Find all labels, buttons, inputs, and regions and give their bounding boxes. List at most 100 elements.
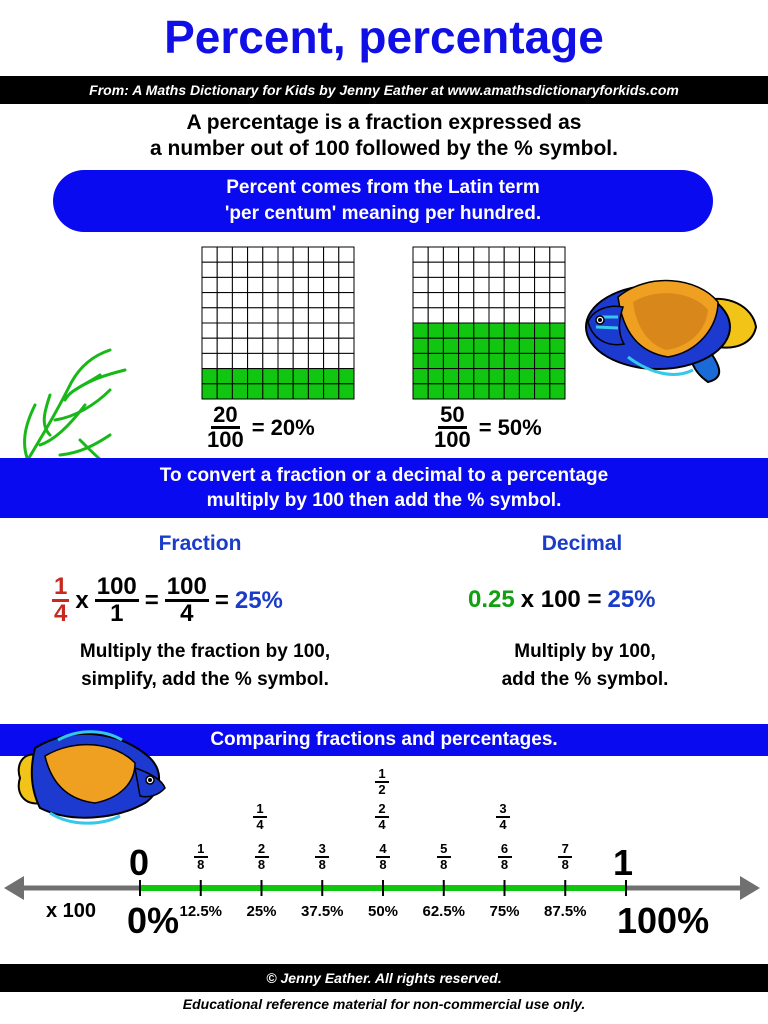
grid-cell-filled [473, 383, 490, 400]
eighth-denominator: 8 [500, 857, 509, 872]
grid-cell [549, 276, 566, 294]
grid-cell [292, 292, 309, 309]
grid-cell-filled [231, 368, 249, 385]
grid-cell [247, 261, 264, 278]
decimal-heading: Decimal [541, 532, 623, 555]
grid-cell [277, 261, 294, 278]
grid-cell [231, 322, 249, 339]
grid-cell [442, 276, 460, 294]
quarter-2-denominator: 4 [378, 817, 386, 832]
grid-cell [549, 307, 566, 324]
quarter-1-denominator: 4 [256, 817, 264, 832]
grid-cell-filled [503, 352, 520, 370]
grid-cell [338, 292, 355, 309]
convert-line-2: multiply by 100 then add the % symbol. [206, 490, 562, 511]
intro-line-2: a number out of 100 followed by the % sy… [150, 137, 618, 160]
grid-cell [216, 337, 233, 354]
grid-cell-filled [442, 383, 460, 400]
grid-cell [503, 261, 520, 278]
eighth-denominator: 8 [197, 857, 205, 872]
grid-cell [427, 276, 444, 294]
grid-cell-filled [442, 337, 460, 354]
grid-cell-filled [412, 352, 429, 370]
grid-cell [442, 292, 460, 309]
grid-cell [323, 352, 340, 370]
grid-cell [338, 246, 355, 263]
grid-cell [216, 352, 233, 370]
grid-cell [307, 261, 325, 278]
grid-cell-filled [488, 383, 505, 400]
grid-cell [503, 307, 520, 324]
grid-cell-filled [307, 368, 325, 385]
one-quarter-denominator: 4 [54, 600, 68, 627]
grid-cell [518, 246, 536, 263]
grid-cell [292, 261, 309, 278]
grid-cell [323, 261, 340, 278]
grid-cell-filled [201, 383, 218, 400]
grid-cell [262, 246, 279, 263]
grid-cell [473, 292, 490, 309]
grid-cell [427, 246, 444, 263]
one-label: 1 [613, 842, 634, 883]
grid-cell-filled [488, 322, 505, 339]
quarter-2: 2 4 [372, 802, 392, 832]
fraction-20-equation: 20 100 = 20% [205, 404, 315, 451]
grid-cell [518, 292, 536, 309]
grid-cell [534, 276, 551, 294]
grid-cell-filled [473, 352, 490, 370]
grid-cell [323, 322, 340, 339]
grid-cell-filled [247, 383, 264, 400]
grid-cell [247, 307, 264, 324]
grid-cell [262, 307, 279, 324]
grid-cell-filled [412, 383, 429, 400]
grid-cell [216, 246, 233, 263]
quarter-2-numerator: 2 [375, 802, 389, 818]
grid-cell [503, 246, 520, 263]
grid-cell [488, 261, 505, 278]
eighth-denominator: 8 [379, 857, 387, 872]
grid-cell-filled [518, 368, 536, 385]
grid-cell [277, 352, 294, 370]
fraction-hundred-over-four: 100 4 [164, 575, 209, 626]
fraction-result: 25% [234, 586, 283, 614]
grid-cell-filled [427, 322, 444, 339]
grid-cell-filled [488, 337, 505, 354]
grid-cell [277, 246, 294, 263]
source-bar: From: A Maths Dictionary for Kids by Jen… [0, 76, 768, 104]
grid-cell [247, 322, 264, 339]
grid-cell-filled [323, 383, 340, 400]
fraction-50-result: = 50% [478, 414, 542, 440]
grid-cell [307, 307, 325, 324]
grid-cell [338, 307, 355, 324]
percent-label: 75% [489, 903, 520, 920]
eighth-numerator: 7 [558, 842, 573, 858]
half-denominator: 2 [378, 782, 386, 797]
grid-cell-filled [323, 368, 340, 385]
grid-cell-filled [277, 383, 294, 400]
grid-cell-filled [534, 322, 551, 339]
one-quarter-numerator: 1 [52, 573, 70, 602]
quarter-3: 3 4 [493, 802, 513, 832]
grid-cell [338, 322, 355, 339]
grid-cell-filled [247, 368, 264, 385]
grid-cell-filled [518, 322, 536, 339]
zero-percent-label: 0% [127, 900, 180, 941]
grid-cell-filled [427, 368, 444, 385]
grid-cell-filled [412, 368, 429, 385]
grid-cell-filled [503, 368, 520, 385]
grid-cell [201, 261, 218, 278]
usage-note: Educational reference material for non-c… [182, 996, 586, 1012]
grid-cell-filled [473, 322, 490, 339]
eighth-denominator: 8 [318, 857, 326, 872]
grid-cell-filled [534, 337, 551, 354]
percent-label: 12.5% [179, 903, 223, 920]
hundred-percent-label: 100% [617, 900, 710, 941]
quarter-3-numerator: 3 [496, 802, 510, 818]
grid-cell-filled [442, 322, 460, 339]
grid-cell [488, 307, 505, 324]
grid-cell [307, 246, 325, 263]
grid-cell [247, 292, 264, 309]
